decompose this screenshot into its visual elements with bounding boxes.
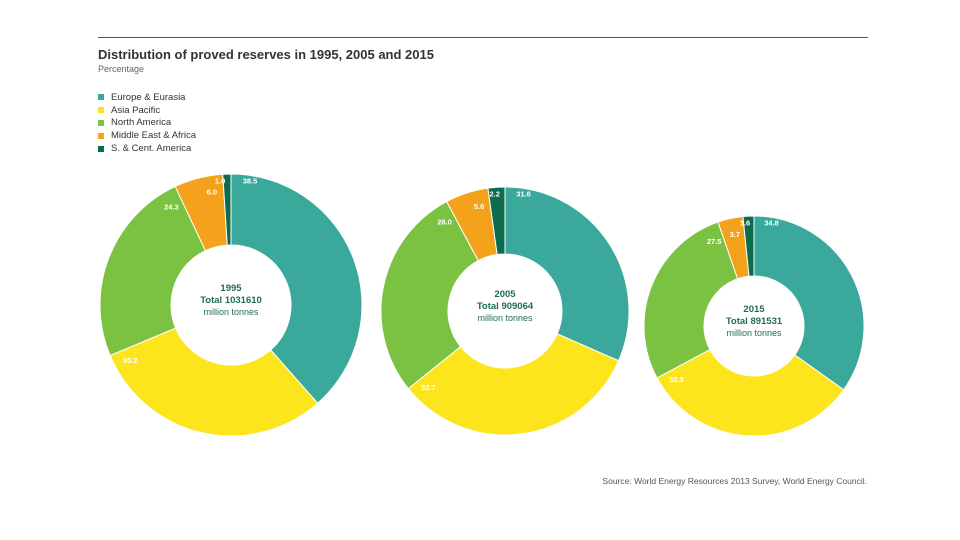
chart-subtitle: Percentage — [98, 64, 145, 74]
legend-swatch-europe-eurasia — [98, 94, 104, 101]
legend-swatch-south-central-america — [98, 145, 104, 152]
slice-north-america — [643, 221, 739, 379]
slice-label-north-america: 27.5 — [707, 237, 722, 246]
slice-s-cent-america — [222, 173, 232, 246]
center-unit: million tonnes — [477, 313, 533, 323]
legend-item-europe-eurasia: Europe & Eurasia — [98, 91, 196, 104]
top-rule — [98, 37, 868, 38]
center-total: Total 909064 — [477, 301, 534, 312]
slice-label-s-cent-america: 2.2 — [489, 189, 499, 198]
slice-label-asia-pacific: 32.3 — [669, 375, 684, 384]
slice-label-europe-eurasia: 31.6 — [516, 189, 531, 198]
slice-label-north-america: 24.3 — [164, 203, 179, 212]
legend-item-south-central-america: S. & Cent. America — [98, 142, 196, 155]
slice-asia-pacific — [109, 327, 319, 437]
center-year: 2015 — [743, 304, 765, 315]
legend-item-north-america: North America — [98, 117, 196, 130]
center-year: 2005 — [494, 289, 516, 300]
slice-label-asia-pacific: 32.7 — [421, 383, 436, 392]
slice-asia-pacific — [656, 348, 845, 437]
legend-label: Asia Pacific — [111, 104, 161, 116]
slice-europe-eurasia — [230, 173, 363, 404]
legend: Europe & Eurasia Asia Pacific North Amer… — [98, 91, 196, 155]
legend-label: Europe & Eurasia — [111, 91, 186, 103]
center-total: Total 1031610 — [200, 295, 262, 306]
legend-swatch-north-america — [98, 119, 104, 126]
slice-europe-eurasia — [753, 215, 865, 391]
legend-label: Middle East & Africa — [111, 130, 197, 142]
center-year: 1995 — [220, 283, 242, 294]
chart-title: Distribution of proved reserves in 1995,… — [98, 47, 434, 62]
slice-label-middle-east-africa: 3.7 — [730, 230, 740, 239]
slice-north-america — [99, 185, 207, 357]
legend-label: North America — [111, 117, 172, 129]
slice-label-europe-eurasia: 34.8 — [764, 218, 779, 227]
legend-swatch-middle-east-africa — [98, 132, 104, 139]
slice-s-cent-america — [487, 186, 506, 256]
center-unit: million tonnes — [726, 328, 782, 338]
center-unit: million tonnes — [203, 307, 259, 317]
slice-north-america — [380, 200, 479, 390]
slice-asia-pacific — [407, 333, 620, 436]
slice-europe-eurasia — [504, 186, 630, 362]
legend-item-middle-east-africa: Middle East & Africa — [98, 129, 196, 142]
slice-label-middle-east-africa: 5.6 — [474, 202, 484, 211]
slice-label-north-america: 28.0 — [437, 218, 452, 227]
slice-s-cent-america — [742, 215, 755, 277]
legend-swatch-asia-pacific — [98, 107, 104, 114]
legend-label: S. & Cent. America — [111, 143, 192, 155]
slice-label-europe-eurasia: 38.5 — [243, 176, 258, 185]
slice-label-s-cent-america: 1.0 — [215, 176, 225, 185]
slice-label-s-cent-america: 1.6 — [740, 218, 750, 227]
legend-item-asia-pacific: Asia Pacific — [98, 104, 196, 117]
slice-label-asia-pacific: 30.2 — [123, 356, 138, 365]
source-note: Source: World Energy Resources 2013 Surv… — [602, 476, 867, 486]
slice-label-middle-east-africa: 6.0 — [207, 188, 217, 197]
center-total: Total 891531 — [726, 316, 783, 327]
